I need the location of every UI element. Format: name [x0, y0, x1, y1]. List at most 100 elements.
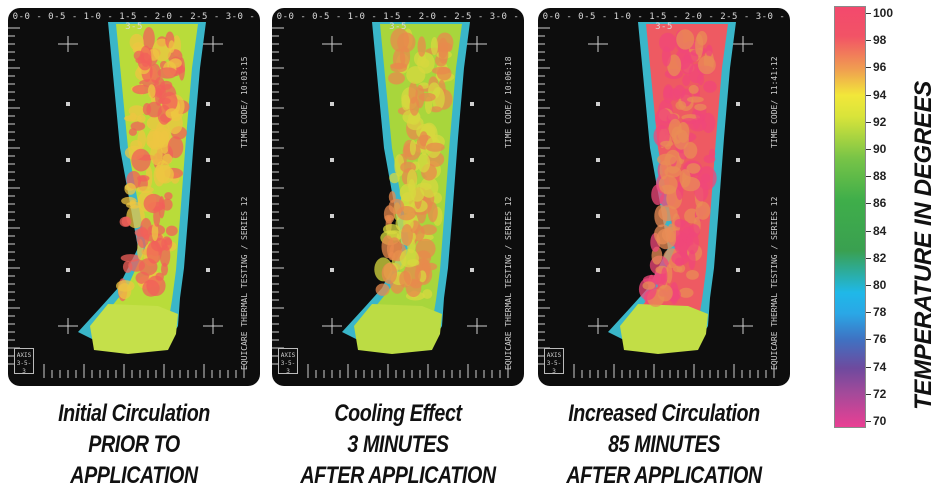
heat-spot	[162, 153, 173, 165]
heat-spot	[143, 27, 155, 50]
heat-spot	[406, 116, 424, 131]
heat-spot	[417, 153, 431, 173]
heat-spot	[678, 287, 694, 298]
heat-spot	[165, 225, 178, 236]
temperature-tick-label: 92	[866, 115, 886, 129]
heat-spot	[164, 237, 172, 246]
caption-line: Increased Circulation	[568, 400, 760, 427]
heat-spot	[415, 250, 432, 265]
heat-spot	[422, 262, 438, 271]
heat-spot	[672, 265, 683, 273]
heat-spot	[130, 121, 146, 131]
grid-dot	[470, 214, 474, 218]
heat-spot	[386, 237, 402, 261]
grid-dot	[470, 158, 474, 162]
heat-spot	[675, 100, 687, 110]
grid-dot	[206, 268, 210, 272]
heat-spot	[142, 279, 160, 297]
temperature-tick-label: 76	[866, 332, 886, 346]
grid-dot	[66, 158, 70, 162]
heat-spot	[657, 153, 677, 166]
heat-spot	[425, 142, 445, 152]
heat-spot	[659, 32, 677, 52]
heat-spot	[419, 131, 429, 147]
temperature-tick-label: 82	[866, 251, 886, 265]
grid-dot	[66, 214, 70, 218]
heat-spot	[703, 154, 716, 164]
heat-spot	[116, 280, 135, 292]
grid-dot	[206, 214, 210, 218]
heat-spot	[134, 228, 148, 237]
caption-line: APPLICATION	[70, 462, 198, 489]
temperature-tick-label: 96	[866, 60, 886, 74]
heat-spot	[681, 176, 701, 192]
temperature-tick-label: 88	[866, 169, 886, 183]
heat-spot	[147, 84, 156, 99]
heat-spot	[697, 166, 717, 190]
heat-spot	[137, 52, 152, 71]
hoof	[90, 304, 178, 354]
thermal-image-panel: 0-0 - 0-5 - 1-0 - 1-5 - 2-0 - 2-5 - 3-0 …	[272, 8, 524, 386]
axis-box: AXIS 3-5-3	[278, 348, 298, 375]
heat-spot	[661, 267, 668, 286]
grid-dot	[330, 102, 334, 106]
caption-line: PRIOR TO	[88, 431, 180, 458]
heat-spot	[676, 181, 684, 201]
heat-spot	[151, 222, 159, 242]
heat-spot	[388, 198, 405, 215]
heat-spot	[375, 283, 390, 296]
heat-spot	[418, 92, 436, 102]
heat-spot	[684, 52, 699, 63]
heat-spot	[703, 80, 717, 93]
temperature-tick-label: 90	[866, 142, 886, 156]
series-label: EQUICARE THERMAL TESTING / SERIES 12	[240, 196, 249, 370]
grid-dot	[206, 102, 210, 106]
temperature-tick-label: 84	[866, 224, 886, 238]
heat-spot	[430, 37, 438, 56]
heat-spot	[137, 175, 150, 182]
heat-spot	[137, 114, 146, 123]
grid-dot	[736, 214, 740, 218]
heat-spot	[658, 205, 678, 222]
heat-spot	[136, 186, 154, 194]
heat-spot	[438, 37, 448, 59]
temperature-tick-label: 78	[866, 305, 886, 319]
heat-spot	[157, 67, 178, 79]
heat-spot	[420, 224, 437, 235]
heat-spot	[124, 182, 136, 195]
heat-spot	[660, 140, 674, 147]
heat-spot	[403, 262, 421, 287]
heat-spot	[695, 33, 704, 58]
heat-spot	[409, 96, 420, 116]
heat-spot	[131, 148, 151, 172]
scale-top-label: 0-0 - 0-5 - 1-0 - 1-5 - 2-0 - 2-5 - 3-0 …	[12, 12, 256, 32]
heat-spot	[674, 257, 684, 267]
heat-spot	[406, 66, 426, 84]
heat-spot	[388, 72, 405, 85]
heat-spot	[155, 272, 164, 281]
heat-spot	[164, 192, 173, 200]
heat-spot	[642, 281, 656, 290]
heat-spot	[168, 40, 175, 53]
series-label: EQUICARE THERMAL TESTING / SERIES 12	[770, 196, 779, 370]
heat-spot	[121, 216, 132, 227]
heat-spot	[427, 202, 438, 223]
grid-dot	[330, 214, 334, 218]
temperature-scale-ticks: 100 98 96 94 92 90 88 86 84 82 80 78 76 74 72 70	[866, 0, 896, 493]
series-label: EQUICARE THERMAL TESTING / SERIES 12	[504, 196, 513, 370]
heat-spot	[149, 63, 161, 84]
panel-caption: Cooling Effect 3 MINUTES AFTER APPLICATION	[291, 398, 504, 491]
thermal-leg-image	[272, 22, 509, 378]
panel-caption: Increased Circulation 85 MINUTES AFTER APP…	[557, 398, 770, 491]
heat-spot	[682, 74, 691, 86]
temperature-tick-label: 72	[866, 387, 886, 401]
heat-spot	[399, 249, 419, 268]
heat-spot	[674, 218, 686, 228]
heat-spot	[165, 108, 179, 119]
heat-spot	[695, 201, 711, 220]
heat-spot	[158, 97, 171, 105]
panel-caption: Initial Circulation PRIOR TO APPLICATION	[27, 398, 240, 491]
temperature-tick-label: 74	[866, 360, 886, 374]
caption-line: 85 MINUTES	[608, 431, 720, 458]
heat-spot	[128, 128, 137, 136]
